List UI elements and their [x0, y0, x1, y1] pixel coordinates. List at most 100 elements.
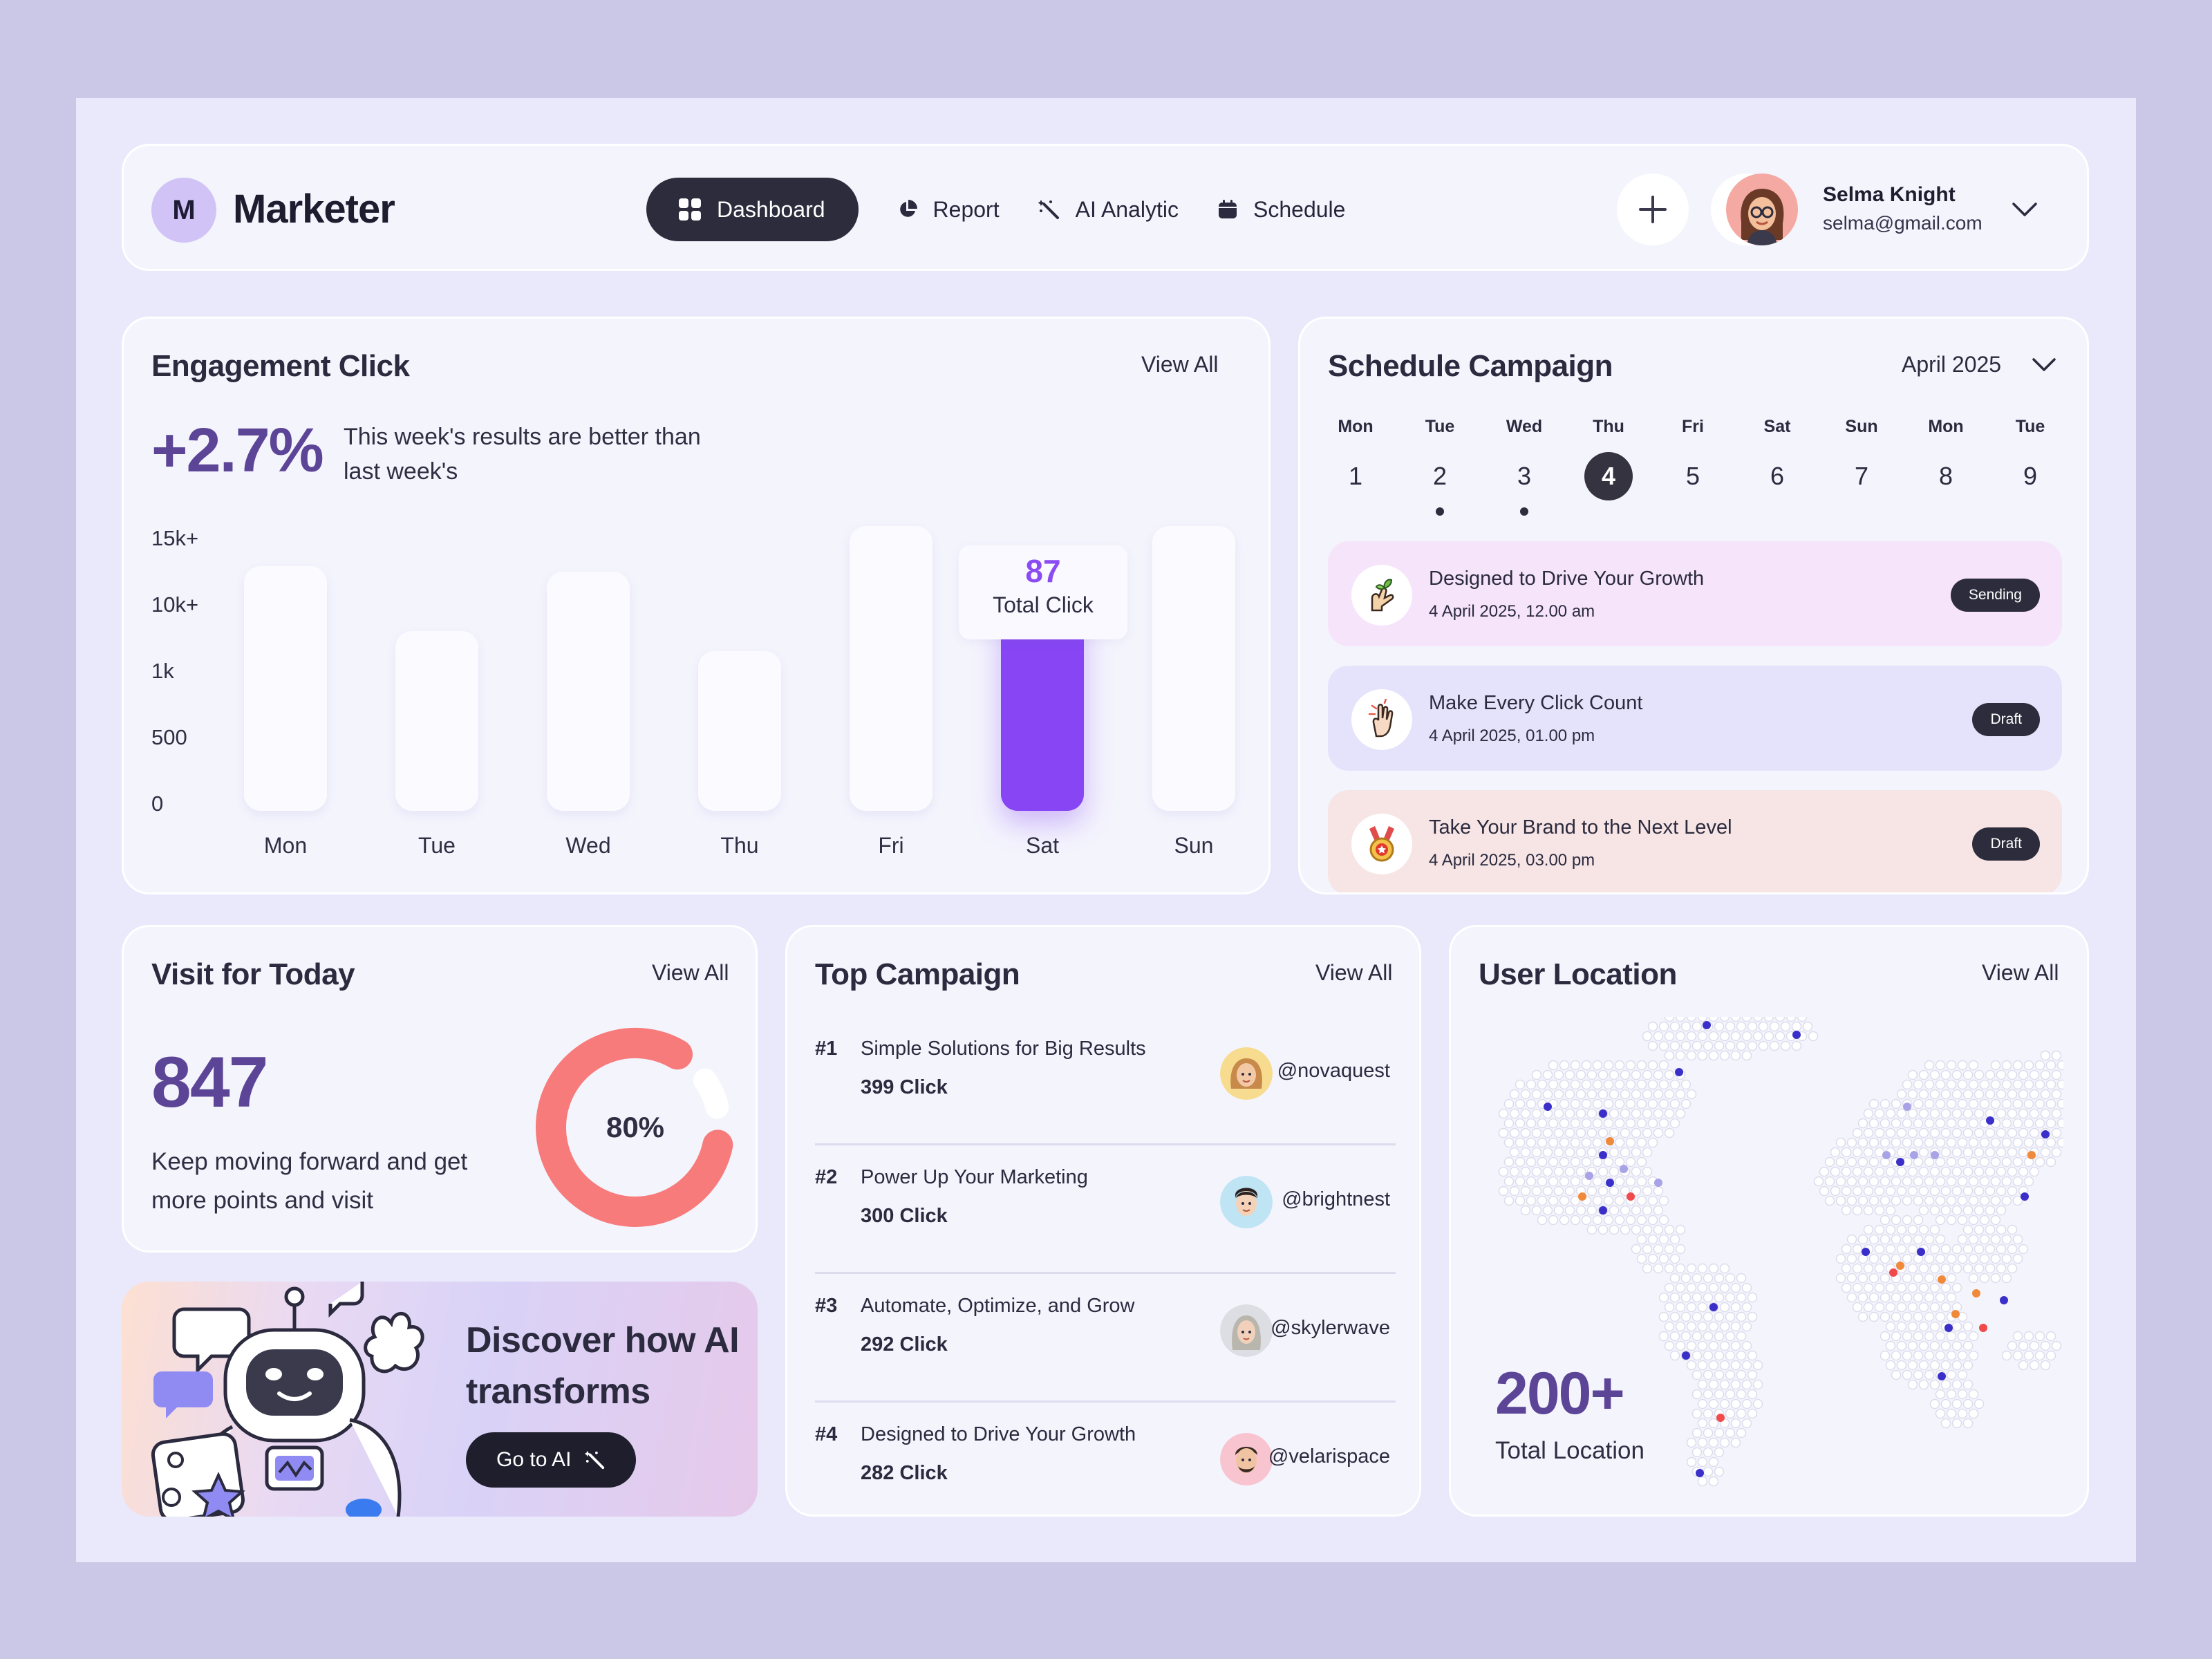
campaign-name: Designed to Drive Your Growth	[861, 1423, 1136, 1445]
campaign-row[interactable]: #4 Designed to Drive Your Growth 282 Click…	[815, 1403, 1396, 1531]
bar-thu[interactable]	[698, 651, 781, 811]
avatar	[1220, 1433, 1273, 1485]
day-date: 8	[1938, 462, 1953, 490]
visit-view-all-link[interactable]: View All	[652, 960, 729, 985]
location-marker[interactable]	[1696, 1469, 1704, 1477]
location-marker[interactable]	[1862, 1248, 1870, 1256]
campaign-row[interactable]: #3 Automate, Optimize, and Grow 292 Click @…	[815, 1274, 1396, 1403]
nav-ai-analytic-label: AI Analytic	[1075, 196, 1179, 222]
location-marker[interactable]	[2027, 1151, 2036, 1159]
location-marker[interactable]	[1792, 1031, 1801, 1039]
location-marker[interactable]	[1882, 1151, 1891, 1159]
location-marker[interactable]	[1585, 1172, 1593, 1180]
y-tick-label: 1k	[151, 659, 174, 683]
location-marker[interactable]	[1979, 1324, 1987, 1332]
location-marker[interactable]	[1944, 1324, 1953, 1332]
nav-report-label: Report	[932, 196, 1000, 222]
calendar-day[interactable]: Tue 2	[1405, 417, 1474, 516]
location-marker[interactable]	[2041, 1130, 2050, 1138]
engagement-click-card: Engagement Click View All +2.7% This wee…	[122, 317, 1271, 894]
nav-ai-analytic[interactable]: AI Analytic	[1038, 178, 1179, 241]
brand-name: Marketer	[233, 187, 395, 232]
campaign-rank: #2	[815, 1166, 838, 1188]
status-badge: Draft	[1972, 827, 2040, 861]
campaign-item[interactable]: Make Every Click Count 4 April 2025, 01.0…	[1328, 666, 2062, 771]
location-marker[interactable]	[1682, 1351, 1690, 1360]
location-marker[interactable]	[1606, 1137, 1614, 1145]
engagement-title: Engagement Click	[151, 349, 410, 383]
calendar-day[interactable]: Mon 1	[1321, 417, 1390, 500]
location-total-label: Total Location	[1495, 1437, 1644, 1464]
location-marker[interactable]	[1972, 1289, 1980, 1297]
calendar-day[interactable]: Wed 3	[1490, 417, 1559, 516]
nav-dashboard[interactable]: Dashboard	[646, 178, 859, 241]
account-chevron-down-icon[interactable]	[2011, 201, 2038, 218]
engagement-change: +2.7%	[151, 416, 324, 485]
location-marker[interactable]	[1938, 1275, 1946, 1284]
campaign-row[interactable]: #1 Simple Solutions for Big Results 399 Cl…	[815, 1017, 1396, 1145]
day-date: 3	[1517, 462, 1532, 490]
visit-title: Visit for Today	[151, 957, 355, 991]
location-marker[interactable]	[1544, 1103, 1552, 1111]
location-marker[interactable]	[1903, 1103, 1911, 1111]
bar-sun[interactable]	[1152, 526, 1235, 811]
medal-icon	[1351, 814, 1412, 874]
location-marker[interactable]	[1620, 1165, 1628, 1173]
top-campaign-view-all-link[interactable]: View All	[1315, 960, 1393, 985]
location-marker[interactable]	[1606, 1179, 1614, 1187]
calendar-day[interactable]: Mon 8	[1911, 417, 1980, 500]
location-marker[interactable]	[1654, 1179, 1662, 1187]
campaign-item[interactable]: Designed to Drive Your Growth 4 April 202…	[1328, 541, 2062, 646]
month-chevron-down-icon[interactable]	[2032, 357, 2056, 373]
location-marker[interactable]	[2021, 1192, 2029, 1201]
campaign-item[interactable]: Take Your Brand to the Next Level 4 April…	[1328, 790, 2062, 892]
location-marker[interactable]	[2000, 1296, 2008, 1304]
status-badge: Draft	[1972, 703, 2040, 736]
nav-schedule[interactable]: Schedule	[1217, 178, 1345, 241]
location-marker[interactable]	[1599, 1206, 1607, 1215]
schedule-title: Schedule Campaign	[1328, 349, 1613, 383]
campaign-row[interactable]: #2 Power Up Your Marketing 300 Click @brigh…	[815, 1145, 1396, 1274]
nav-report[interactable]: Report	[897, 178, 1000, 241]
engagement-view-all-link[interactable]: View All	[1141, 352, 1219, 377]
day-name: Tue	[2015, 417, 2045, 436]
bar-tue[interactable]	[395, 631, 478, 811]
location-marker[interactable]	[1675, 1068, 1683, 1076]
location-marker[interactable]	[1931, 1151, 1939, 1159]
location-marker[interactable]	[1896, 1158, 1904, 1166]
go-to-ai-button[interactable]: Go to AI	[466, 1432, 637, 1488]
location-marker[interactable]	[1599, 1109, 1607, 1118]
calendar-day[interactable]: Sat 6	[1743, 417, 1812, 500]
bar-fri[interactable]	[850, 526, 932, 811]
location-marker[interactable]	[1627, 1192, 1635, 1201]
calendar-day[interactable]: Thu 4	[1574, 417, 1643, 500]
location-marker[interactable]	[1889, 1268, 1897, 1277]
location-view-all-link[interactable]: View All	[1982, 960, 2059, 985]
location-marker[interactable]	[1896, 1262, 1904, 1270]
location-marker[interactable]	[1938, 1372, 1946, 1380]
location-marker[interactable]	[1578, 1192, 1586, 1201]
event-dot	[1436, 507, 1444, 516]
bar-mon[interactable]	[244, 566, 327, 811]
location-marker[interactable]	[1716, 1414, 1725, 1422]
day-date: 7	[1854, 462, 1869, 490]
location-marker[interactable]	[1599, 1151, 1607, 1159]
location-marker[interactable]	[1910, 1151, 1918, 1159]
calendar-day[interactable]: Sun 7	[1827, 417, 1896, 500]
location-marker[interactable]	[1709, 1303, 1718, 1311]
add-button[interactable]	[1617, 174, 1689, 245]
location-marker[interactable]	[1917, 1248, 1925, 1256]
go-to-ai-label: Go to AI	[496, 1448, 572, 1471]
calendar-day[interactable]: Fri 5	[1658, 417, 1727, 500]
day-date: 9	[2023, 462, 2038, 490]
magic-wand-icon	[1038, 198, 1060, 221]
day-date: 5	[1685, 462, 1700, 490]
row-divider	[815, 1143, 1396, 1145]
location-marker[interactable]	[1986, 1116, 1994, 1125]
user-avatar[interactable]	[1726, 174, 1798, 245]
calendar-day[interactable]: Tue 9	[1996, 417, 2065, 500]
bar-wed[interactable]	[547, 572, 630, 811]
location-marker[interactable]	[1951, 1310, 1960, 1318]
month-selector[interactable]: April 2025	[1902, 352, 2002, 377]
location-marker[interactable]	[1703, 1021, 1711, 1029]
